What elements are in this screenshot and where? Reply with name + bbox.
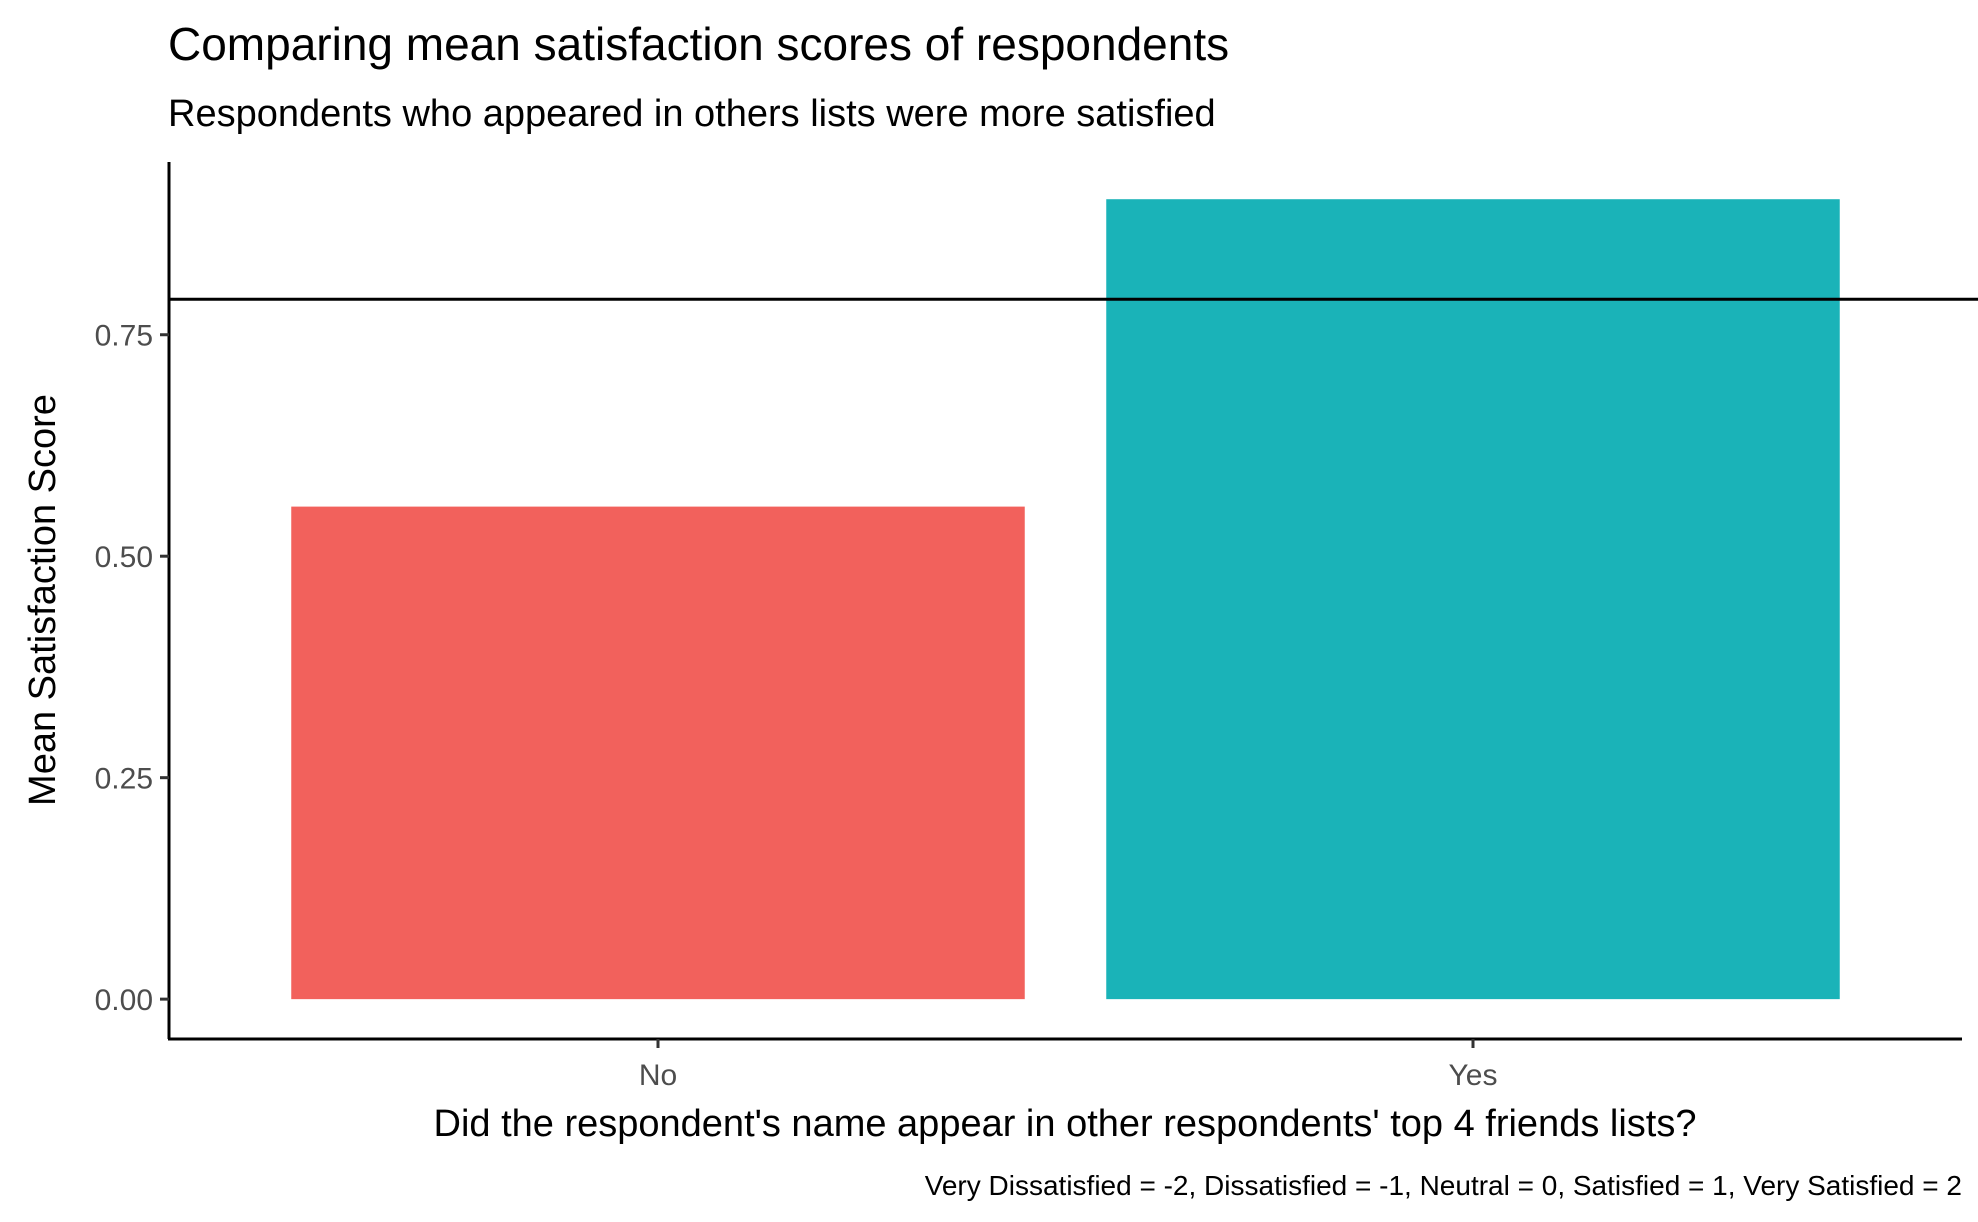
bar-yes [1106, 199, 1840, 1000]
bars-layer [291, 199, 1840, 1000]
y-tick-label: 0.75 [95, 320, 153, 353]
x-tick-label: No [639, 1059, 677, 1092]
y-tick-label: 0.25 [95, 763, 153, 796]
x-axis-title: Did the respondent's name appear in othe… [434, 1103, 1697, 1145]
y-tick-label: 0.00 [95, 984, 153, 1017]
x-tick-label: Yes [1449, 1059, 1498, 1092]
y-axis-title: Mean Satisfaction Score [22, 394, 64, 806]
y-ticks-layer: 0.00 0.25 0.50 0.75 [95, 320, 169, 1017]
chart-title: Comparing mean satisfaction scores of re… [168, 18, 1229, 70]
x-ticks-layer: No Yes [639, 1039, 1498, 1092]
bar-no [291, 506, 1025, 1000]
y-tick-label: 0.50 [95, 541, 153, 574]
chart-caption: Very Dissatisfied = -2, Dissatisfied = -… [925, 1170, 1962, 1201]
chart-subtitle: Respondents who appeared in others lists… [168, 93, 1216, 135]
